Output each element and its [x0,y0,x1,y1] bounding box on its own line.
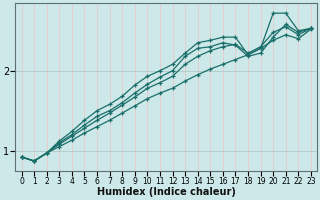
X-axis label: Humidex (Indice chaleur): Humidex (Indice chaleur) [97,187,236,197]
